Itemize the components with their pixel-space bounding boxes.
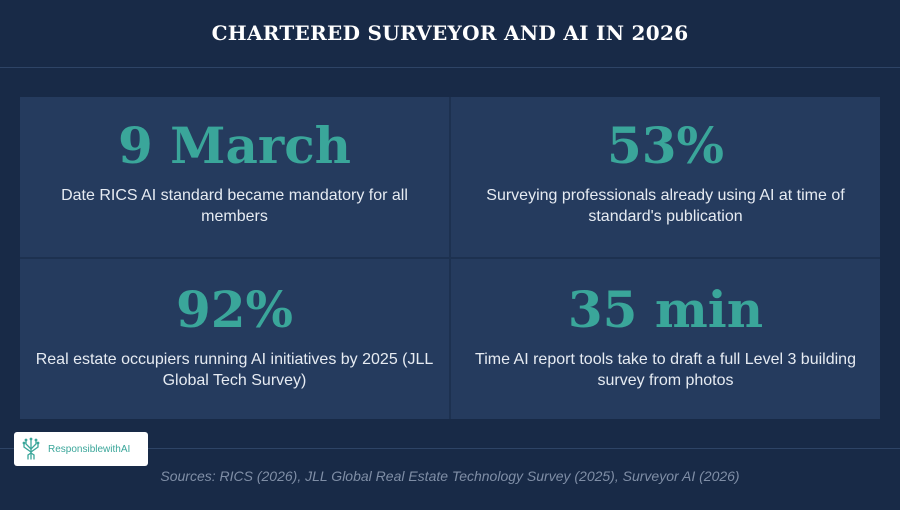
stat-description: Surveying professionals already using AI… [486,187,845,225]
stat-description: Date RICS AI standard became mandatory f… [61,187,408,225]
stat-value: 35 min [567,280,764,339]
stats-grid: 9 March Date RICS AI standard became man… [20,97,880,419]
stat-value: 9 March [117,116,352,175]
circuit-brain-icon [22,437,40,460]
sources-caption: Sources: RICS (2026), JLL Global Real Es… [160,468,740,484]
stat-card-professionals-using-ai: 53% Surveying professionals already usin… [451,97,880,257]
logo-text: ResponsiblewithAI [48,443,131,455]
stat-value: 53% [606,116,725,175]
header: CHARTERED SURVEYOR AND AI IN 2026 [0,0,900,66]
brand-logo: ResponsiblewithAI [14,432,148,466]
stat-description: Time AI report tools take to draft a ful… [475,351,856,389]
stat-card-occupiers-ai: 92% Real estate occupiers running AI ini… [20,259,449,419]
stat-description: Real estate occupiers running AI initiat… [35,351,434,389]
stat-card-report-time: 35 min Time AI report tools take to draf… [451,259,880,419]
stat-value: 92% [175,280,294,339]
page-title: CHARTERED SURVEYOR AND AI IN 2026 [211,21,689,45]
footer-divider [0,448,900,449]
header-divider [0,67,900,68]
stat-card-rics-date: 9 March Date RICS AI standard became man… [20,97,449,257]
